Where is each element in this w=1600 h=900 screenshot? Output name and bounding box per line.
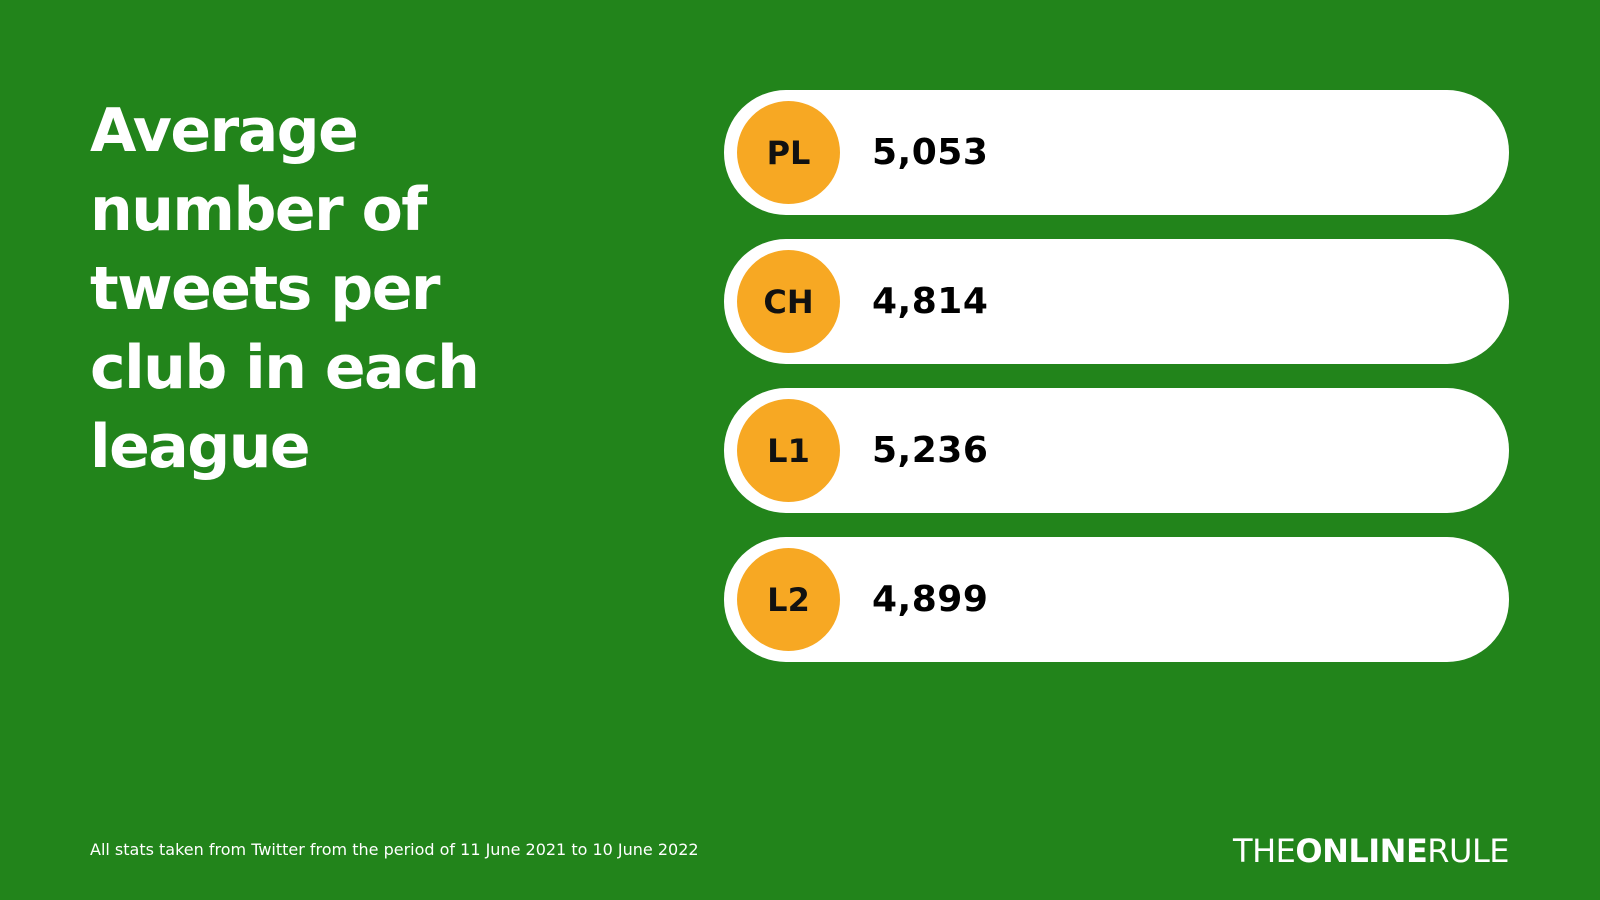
league-badge: L1 (737, 399, 840, 502)
brand-part: ONLINE (1295, 832, 1428, 870)
stat-row: L2 4,899 (724, 537, 1509, 662)
brand-part: RULE (1427, 832, 1509, 870)
league-badge: L2 (737, 548, 840, 651)
brand-part: THE (1233, 832, 1296, 870)
stat-value: 5,053 (872, 132, 989, 173)
footnote: All stats taken from Twitter from the pe… (90, 840, 699, 859)
stat-row: L1 5,236 (724, 388, 1509, 513)
league-badge: PL (737, 101, 840, 204)
stat-value: 5,236 (872, 430, 989, 471)
stat-row: PL 5,053 (724, 90, 1509, 215)
league-badge: CH (737, 250, 840, 353)
stat-row: CH 4,814 (724, 239, 1509, 364)
brand-logo: THEONLINERULE (1233, 832, 1509, 870)
title: Average number of tweets per club in eac… (90, 96, 480, 482)
stat-value: 4,814 (872, 281, 989, 322)
stat-value: 4,899 (872, 579, 989, 620)
